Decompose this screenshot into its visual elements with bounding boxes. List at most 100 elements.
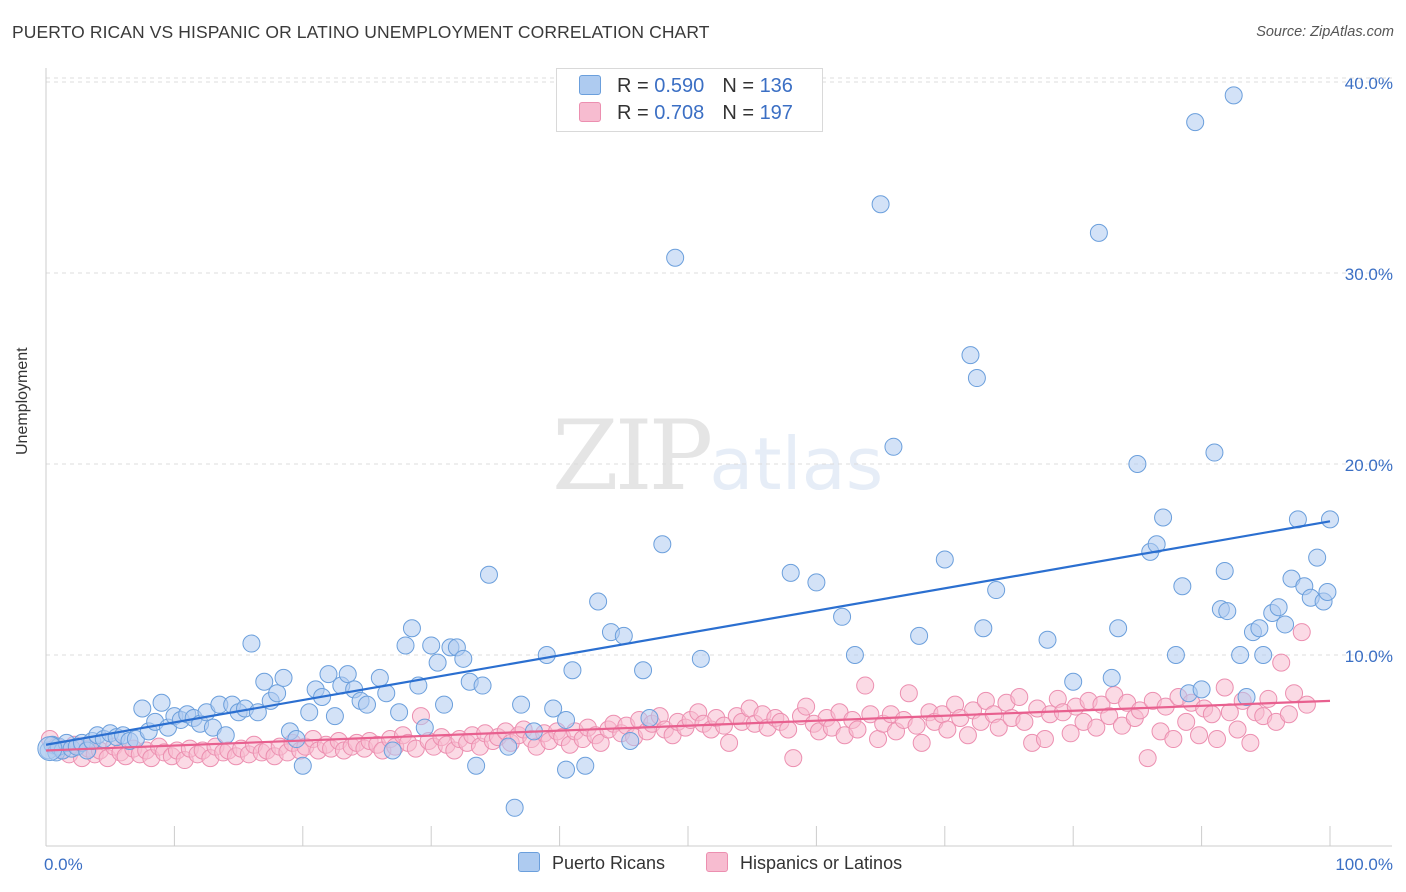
- puerto-rican-point: [255, 672, 274, 691]
- legend-n-value: 136: [759, 75, 793, 97]
- puerto-rican-trendline: [45, 520, 1331, 746]
- legend-item-hispanics: Hispanics or Latinos: [706, 852, 902, 874]
- hispanic-point: [938, 720, 957, 739]
- puerto-rican-point: [454, 649, 473, 668]
- legend-swatch-pink: [579, 102, 601, 122]
- hispanic-point: [848, 720, 867, 739]
- hispanic-point: [1010, 688, 1029, 707]
- puerto-rican-point: [961, 346, 980, 365]
- x-tick-label: 100.0%: [1335, 855, 1393, 874]
- source-credit: Source: ZipAtlas.com: [1256, 24, 1394, 40]
- legend-n-label: N =: [722, 102, 760, 124]
- puerto-rican-point: [1215, 561, 1234, 580]
- puerto-rican-point: [268, 684, 287, 703]
- puerto-rican-point: [1224, 86, 1243, 105]
- puerto-rican-point: [1154, 508, 1173, 527]
- hispanic-point: [720, 733, 739, 752]
- puerto-rican-point: [1231, 646, 1250, 664]
- legend-n-value: 197: [759, 102, 793, 124]
- legend-label: Hispanics or Latinos: [740, 853, 903, 873]
- puerto-rican-point: [845, 646, 864, 664]
- puerto-rican-point: [338, 665, 357, 684]
- puerto-rican-point: [1109, 619, 1128, 638]
- puerto-rican-point: [1237, 688, 1256, 707]
- puerto-rican-point: [1318, 582, 1337, 601]
- puerto-rican-point: [1102, 668, 1121, 687]
- puerto-rican-point: [1064, 672, 1083, 691]
- y-tick-label: 10.0%: [1345, 647, 1393, 666]
- puerto-rican-point: [1147, 535, 1166, 554]
- puerto-rican-point: [390, 703, 409, 722]
- legend-label: Puerto Ricans: [552, 853, 666, 873]
- puerto-rican-point: [383, 741, 402, 760]
- y-axis-label: Unemployment: [14, 347, 31, 455]
- puerto-rican-point: [537, 646, 556, 664]
- hispanic-point: [958, 726, 977, 745]
- puerto-rican-point: [884, 437, 903, 456]
- puerto-rican-point: [1173, 577, 1192, 596]
- puerto-rican-point: [319, 665, 338, 684]
- puerto-rican-point: [473, 676, 492, 695]
- hispanic-point: [1297, 695, 1316, 714]
- hispanic-point: [1241, 733, 1260, 752]
- puerto-rican-point: [557, 710, 576, 729]
- puerto-rican-point: [910, 626, 929, 645]
- puerto-rican-point: [293, 756, 312, 775]
- legend-r-value: 0.708: [654, 102, 705, 124]
- puerto-rican-point: [589, 592, 608, 611]
- hispanic-point: [1279, 705, 1298, 724]
- hispanic-point: [1015, 712, 1034, 731]
- puerto-rican-point: [152, 693, 171, 712]
- y-tick-label: 40.0%: [1345, 74, 1393, 93]
- legend-r-value: 0.590: [654, 75, 705, 97]
- hispanic-point: [899, 684, 918, 703]
- puerto-rican-point: [781, 563, 800, 582]
- puerto-rican-point: [402, 619, 421, 638]
- hispanic-point: [797, 697, 816, 716]
- hispanic-point: [1061, 724, 1080, 743]
- hispanic-point: [856, 676, 875, 695]
- hispanic-point: [989, 718, 1008, 737]
- puerto-rican-point: [1269, 598, 1288, 617]
- legend-r-label: R =: [617, 102, 655, 124]
- puerto-rican-point: [1186, 113, 1205, 132]
- hispanic-point: [907, 716, 926, 735]
- hispanic-point: [779, 720, 798, 739]
- hispanic-point: [1087, 718, 1106, 737]
- puerto-rican-point: [287, 730, 306, 749]
- hispanic-point: [1208, 730, 1227, 749]
- legend-swatch-pink: [706, 852, 728, 872]
- puerto-rican-point: [325, 707, 344, 726]
- hispanic-point: [1215, 678, 1234, 697]
- puerto-rican-point: [1038, 630, 1057, 649]
- puerto-rican-point: [133, 699, 152, 718]
- puerto-rican-point: [576, 756, 595, 775]
- legend-n-label: N =: [722, 75, 760, 97]
- puerto-rican-point: [557, 760, 576, 779]
- puerto-rican-point: [1128, 455, 1147, 473]
- puerto-rican-point: [1276, 615, 1295, 634]
- puerto-rican-point: [640, 709, 659, 728]
- hispanic-trendline: [45, 699, 1331, 752]
- puerto-rican-point: [505, 798, 524, 817]
- puerto-rican-point: [1205, 443, 1224, 462]
- puerto-rican-point: [666, 248, 685, 267]
- puerto-rican-point: [935, 550, 954, 569]
- legend-item-puerto-ricans: Puerto Ricans: [518, 852, 665, 874]
- series-legend: Puerto Ricans Hispanics or Latinos: [0, 852, 1406, 878]
- puerto-rican-point: [422, 636, 441, 655]
- hispanic-point: [784, 749, 803, 768]
- puerto-rican-point: [370, 668, 389, 687]
- legend-swatch-blue: [579, 75, 601, 95]
- hispanic-point: [1202, 705, 1221, 724]
- puerto-rican-point: [499, 737, 518, 756]
- x-tick-label: 0.0%: [44, 855, 83, 874]
- puerto-rican-point: [614, 626, 633, 645]
- puerto-rican-point: [435, 695, 454, 714]
- puerto-rican-point: [415, 718, 434, 737]
- hispanic-point: [1190, 726, 1209, 745]
- puerto-rican-point: [479, 565, 498, 584]
- puerto-rican-point: [653, 535, 672, 554]
- puerto-rican-point: [428, 653, 447, 672]
- legend-swatch-blue: [518, 852, 540, 872]
